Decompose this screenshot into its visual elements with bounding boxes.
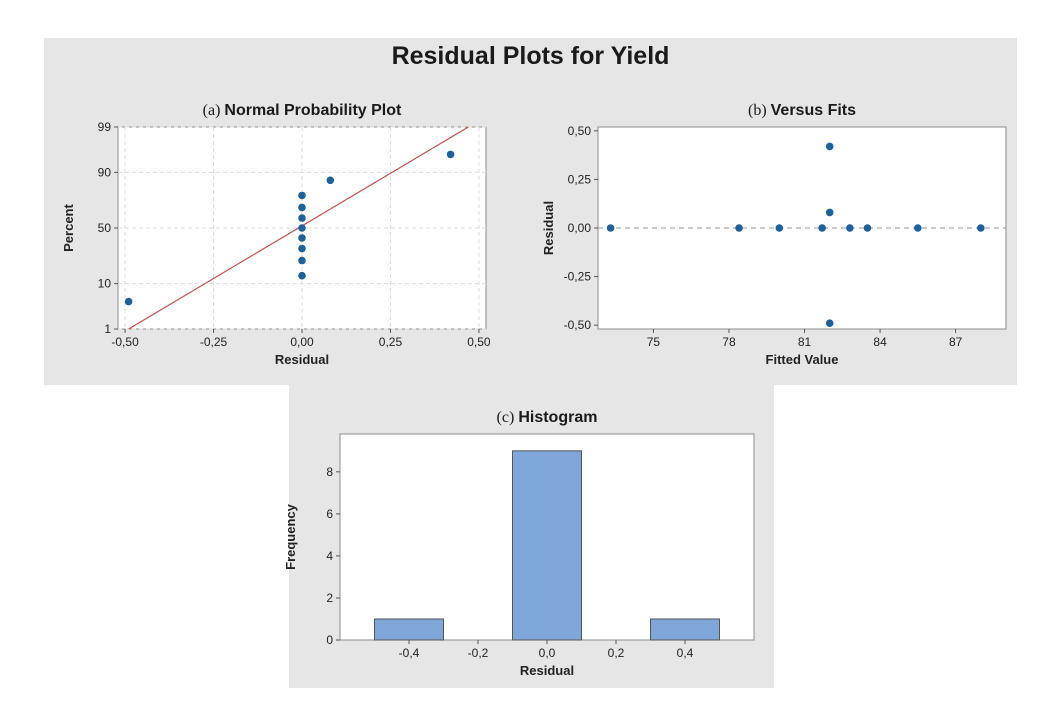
normal-probability-plot-point-0 xyxy=(124,297,133,306)
histogram-y-tick-label: 4 xyxy=(326,549,333,563)
normal-probability-plot-x-tick-label: -0,25 xyxy=(200,335,228,349)
versus-fits-plot-x-tick-label: 87 xyxy=(949,335,963,349)
versus-fits-plot-x-tick-label: 81 xyxy=(798,335,812,349)
normal-probability-plot-x-tick-label: 0,25 xyxy=(379,335,403,349)
normal-probability-plot-y-tick-label: 10 xyxy=(98,277,112,291)
normal-probability-plot-y-axis-label: Percent xyxy=(61,203,76,251)
histogram-bar-0 xyxy=(374,618,444,641)
normal-probability-plot-subtitle: (a) Normal Probability Plot xyxy=(203,102,402,119)
versus-fits-plot-point-4 xyxy=(825,142,834,151)
versus-fits-plot-point-8 xyxy=(863,224,872,232)
versus-fits-plot-point-9 xyxy=(914,224,922,232)
versus-fits-plot-point-5 xyxy=(825,208,834,217)
normal-probability-plot-point-4 xyxy=(298,234,306,242)
histogram-x-tick-label: 0,2 xyxy=(608,646,625,660)
versus-fits-plot-x-axis-label: Fitted Value xyxy=(766,352,839,367)
normal-probability-plot-y-tick-label: 50 xyxy=(98,221,112,235)
versus-fits-plot-point-7 xyxy=(846,224,854,232)
versus-fits-plot-point-3 xyxy=(818,224,826,232)
versus-fits-plot-y-axis-label: Residual xyxy=(541,201,556,255)
versus-fits-plot-point-6 xyxy=(825,319,834,327)
normal-probability-plot-point-8 xyxy=(298,191,306,200)
versus-fits-plot-point-0 xyxy=(606,224,615,232)
histogram-y-tick-label: 2 xyxy=(326,591,333,605)
histogram-y-tick-label: 6 xyxy=(326,507,333,521)
normal-probability-plot-x-tick-label: -0,50 xyxy=(111,335,139,349)
normal-probability-plot-subtitle-prefix: (a) xyxy=(203,102,225,119)
versus-fits-plot-y-tick-label: -0,25 xyxy=(564,270,592,284)
normal-probability-plot-point-6 xyxy=(298,214,306,222)
versus-fits-plot-y-tick-label: -0,50 xyxy=(564,318,592,332)
histogram-bar-1 xyxy=(512,450,582,641)
histogram-y-axis-label: Frequency xyxy=(283,503,298,570)
histogram-y-tick-label: 0 xyxy=(326,633,333,647)
versus-fits-plot-x-tick-label: 78 xyxy=(722,335,736,349)
normal-probability-plot-y-tick-label: 90 xyxy=(98,165,112,179)
versus-fits-plot-subtitle: (b) Versus Fits xyxy=(748,102,856,119)
versus-fits-plot-x-tick-label: 84 xyxy=(873,335,887,349)
histogram-x-tick-label: -0,4 xyxy=(399,646,420,660)
normal-probability-plot-point-9 xyxy=(326,176,335,185)
histogram-subtitle-text: Histogram xyxy=(518,409,597,426)
normal-probability-plot-subtitle-text: Normal Probability Plot xyxy=(224,102,402,119)
versus-fits-plot-y-tick-label: 0,25 xyxy=(568,172,592,186)
histogram-subtitle-prefix: (c) xyxy=(497,409,519,426)
versus-fits-plot-point-1 xyxy=(735,224,743,232)
normal-probability-plot-point-7 xyxy=(298,203,306,212)
versus-fits-plot-y-tick-label: 0,00 xyxy=(568,221,592,235)
histogram-y-tick-label: 8 xyxy=(326,465,333,479)
normal-probability-plot-x-tick-label: 0,00 xyxy=(290,335,314,349)
figure-title: Residual Plots for Yield xyxy=(391,42,670,70)
normal-probability-plot-point-2 xyxy=(298,256,306,265)
versus-fits-plot-subtitle-text: Versus Fits xyxy=(771,102,856,119)
versus-fits-plot-point-10 xyxy=(977,224,985,232)
normal-probability-plot-x-tick-label: 0,50 xyxy=(467,335,491,349)
histogram-x-axis-label: Residual xyxy=(520,663,574,678)
normal-probability-plot-point-5 xyxy=(298,224,306,232)
normal-probability-plot-y-tick-label: 1 xyxy=(104,322,111,336)
versus-fits-plot-point-2 xyxy=(775,224,784,232)
histogram-x-tick-label: -0,2 xyxy=(468,646,489,660)
versus-fits-plot-x-tick-label: 75 xyxy=(647,335,661,349)
normal-probability-plot-point-3 xyxy=(298,244,306,253)
normal-probability-plot-point-10 xyxy=(446,150,455,159)
histogram-bar-2 xyxy=(650,618,720,641)
normal-probability-plot-x-axis-label: Residual xyxy=(275,352,329,367)
histogram-x-tick-label: 0,0 xyxy=(539,646,556,660)
normal-probability-plot-y-tick-label: 99 xyxy=(98,120,112,134)
histogram-subtitle: (c) Histogram xyxy=(497,409,598,426)
histogram-x-tick-label: 0,4 xyxy=(677,646,694,660)
versus-fits-plot-subtitle-prefix: (b) xyxy=(748,102,771,119)
versus-fits-plot-y-tick-label: 0,50 xyxy=(568,124,592,138)
normal-probability-plot-point-1 xyxy=(298,271,306,280)
